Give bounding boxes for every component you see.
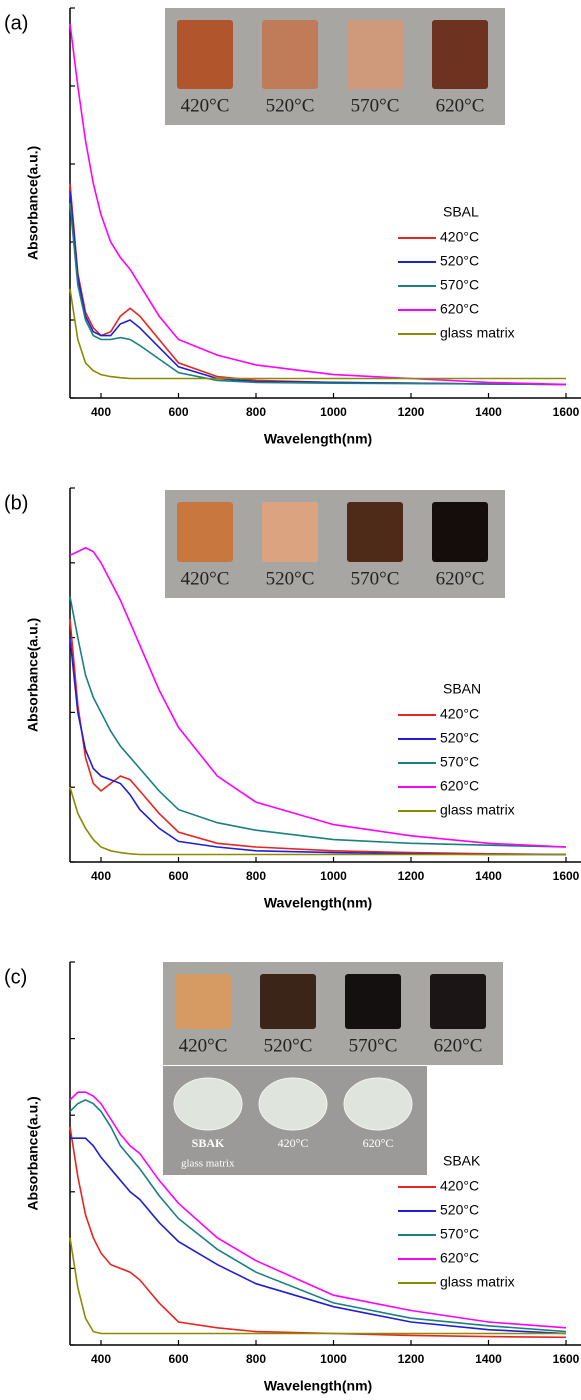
inset-label: 570°C	[349, 1035, 398, 1056]
legend-title: SBAK	[443, 1153, 481, 1169]
legend-label: 570°C	[440, 277, 479, 293]
legend-label: 520°C	[440, 1202, 479, 1218]
x-axis-title: Wavelength(nm)	[264, 431, 372, 447]
inset-label: 420°C	[179, 1035, 228, 1056]
legend-label: 420°C	[440, 1178, 479, 1194]
x-tick-label: 1000	[320, 1352, 347, 1366]
series-line	[69, 546, 567, 848]
series-line	[69, 202, 567, 386]
legend-title: SBAN	[443, 681, 481, 697]
x-tick-label: 1600	[553, 869, 580, 883]
x-tick-label: 800	[246, 869, 266, 883]
legend-label: 620°C	[440, 778, 479, 794]
inset-label: 420°C	[181, 568, 230, 589]
series-line	[69, 191, 567, 386]
sample-photo	[430, 974, 486, 1029]
x-axis-title: Wavelength(nm)	[264, 1378, 372, 1394]
series-line	[69, 1091, 567, 1329]
series-line	[70, 1137, 567, 1335]
sample-photo	[173, 1077, 243, 1131]
x-tick-label: 600	[168, 1352, 188, 1366]
sample-photo	[432, 502, 488, 562]
inset-label: 520°C	[266, 95, 315, 116]
series-line	[69, 637, 566, 856]
inset-label: 420°C	[181, 95, 230, 116]
x-tick-label: 400	[91, 869, 111, 883]
sample-photo	[175, 974, 231, 1029]
x-tick-label: 1200	[398, 405, 425, 419]
legend-label: 620°C	[440, 301, 479, 317]
x-tick-label: 1600	[553, 1352, 580, 1366]
sample-photo	[177, 502, 233, 562]
inset-label: 620°C	[363, 1136, 394, 1150]
series-line	[69, 618, 567, 856]
x-tick-label: 600	[168, 405, 188, 419]
series-line	[69, 1237, 566, 1335]
legend-label: 420°C	[440, 229, 479, 245]
inset-label: 520°C	[264, 1035, 313, 1056]
x-tick-label: 1600	[553, 405, 580, 419]
inset-label: 620°C	[436, 568, 485, 589]
x-axis-title: Wavelength(nm)	[264, 895, 372, 911]
x-tick-label: 800	[246, 1352, 266, 1366]
series-line	[69, 786, 566, 856]
legend-label: glass matrix	[440, 1274, 515, 1290]
panel-label: (c)	[4, 966, 27, 988]
sample-photo	[347, 20, 403, 89]
y-axis-title: Absorbance(a.u.)	[25, 618, 41, 732]
panel-label: (b)	[4, 492, 28, 514]
series-line	[69, 23, 567, 386]
legend-title: SBAL	[443, 204, 479, 220]
panel-label: (a)	[4, 12, 28, 34]
sample-photo	[345, 974, 401, 1029]
legend-label: 570°C	[440, 1226, 479, 1242]
x-tick-label: 1000	[320, 405, 347, 419]
sample-photo	[177, 20, 233, 89]
x-tick-label: 600	[168, 869, 188, 883]
x-tick-label: 1200	[398, 1352, 425, 1366]
inset-label: SBAK	[192, 1136, 225, 1150]
sample-photo	[343, 1077, 413, 1131]
inset-caption: glass matrix	[181, 1158, 235, 1170]
legend-label: 520°C	[440, 253, 479, 269]
series-line	[69, 1099, 567, 1333]
sample-photo	[260, 974, 316, 1029]
legend-label: 520°C	[440, 730, 479, 746]
legend-label: glass matrix	[440, 802, 515, 818]
x-tick-label: 1400	[475, 1352, 502, 1366]
x-tick-label: 1000	[320, 869, 347, 883]
sample-photo	[432, 20, 488, 89]
x-tick-label: 800	[246, 405, 266, 419]
series-line	[69, 288, 566, 380]
y-axis-title: Absorbance(a.u.)	[25, 146, 41, 260]
inset-label: 620°C	[434, 1035, 483, 1056]
legend-label: 570°C	[440, 754, 479, 770]
series-line	[69, 183, 567, 386]
x-tick-label: 1400	[475, 405, 502, 419]
y-axis-title: Absorbance(a.u.)	[25, 1096, 41, 1210]
legend-label: glass matrix	[440, 325, 515, 341]
legend-label: 620°C	[440, 1250, 479, 1266]
x-tick-label: 400	[91, 1352, 111, 1366]
inset-label: 570°C	[351, 95, 400, 116]
inset-label: 570°C	[351, 568, 400, 589]
inset-label: 420°C	[278, 1136, 309, 1150]
x-tick-label: 400	[91, 405, 111, 419]
x-tick-label: 1200	[398, 869, 425, 883]
sample-photo	[258, 1077, 328, 1131]
inset-label: 620°C	[436, 95, 485, 116]
series-line	[69, 596, 567, 848]
x-tick-label: 1400	[475, 869, 502, 883]
inset-label: 520°C	[266, 568, 315, 589]
sample-photo	[262, 20, 318, 89]
legend-label: 420°C	[440, 706, 479, 722]
sample-photo	[262, 502, 318, 562]
sample-photo	[347, 502, 403, 562]
